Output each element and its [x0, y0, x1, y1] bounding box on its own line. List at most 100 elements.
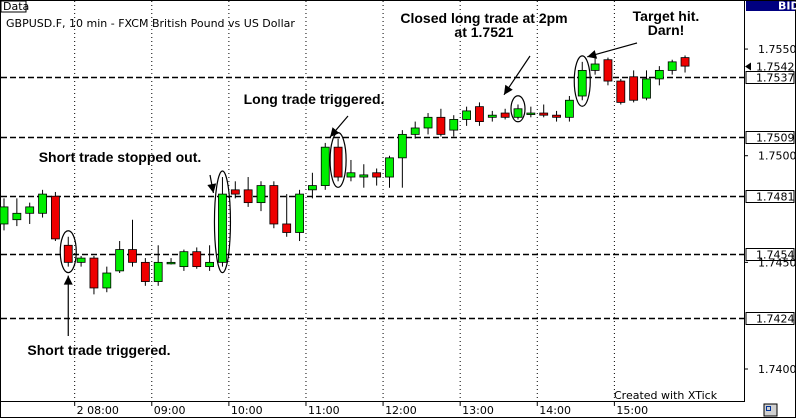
candle [230, 181, 240, 199]
candle-body-down [436, 116, 446, 135]
x-tick-label: 15:00 [616, 404, 648, 417]
candle [500, 108, 510, 120]
chart-title: GBPUSD.F, 10 min - FXCM British Pound vs… [6, 17, 295, 30]
level-label-box [745, 71, 795, 84]
candle [307, 172, 317, 199]
level-label: 1.7509 [756, 132, 795, 145]
candle [680, 55, 690, 73]
candle-body-down [539, 112, 549, 116]
short-trade-stopped-out-arrow-head [207, 183, 217, 193]
candle-body-up [642, 78, 651, 99]
candle [423, 113, 433, 135]
x-tick-label: 13:00 [462, 404, 494, 417]
candle [320, 142, 330, 190]
level-label: 1.7481 [756, 191, 795, 204]
candle [333, 138, 343, 182]
candle [140, 258, 150, 286]
candle [295, 189, 304, 242]
candle-body-up [346, 172, 356, 178]
target-hit-arrow-head [587, 50, 598, 59]
candle [487, 110, 497, 122]
candle-body-up [462, 110, 472, 120]
long-trade-triggered-text: Long trade triggered. [244, 91, 385, 107]
candle [462, 106, 472, 126]
candle-body-up [487, 114, 497, 118]
candle-body-up [38, 193, 47, 214]
candle-body-up [166, 261, 176, 265]
candle-body-up [526, 112, 536, 115]
candle-body-up [102, 272, 112, 289]
candle [166, 258, 176, 265]
candle [89, 255, 99, 295]
annotations: Short trade triggered. Short trade stoppe… [27, 8, 699, 358]
candle-body-up [25, 206, 35, 214]
last-price-label: 1.7542 [756, 61, 795, 74]
candle [192, 247, 202, 269]
long-trade-triggered-arrow-head [330, 127, 340, 137]
short-trade-triggered-text: Short trade triggered. [27, 342, 170, 358]
candle-body-down [333, 146, 343, 178]
x-tick-label: 2 08:00 [77, 404, 119, 417]
candle [243, 177, 253, 207]
candle [552, 110, 561, 122]
short-trade-triggered-ellipse [59, 230, 77, 274]
candle [205, 245, 215, 271]
candle [256, 181, 266, 212]
candle-body-down [128, 249, 137, 263]
candle [642, 70, 651, 101]
candle [218, 177, 227, 267]
data-badge [0, 0, 27, 13]
target-hit-text: Darn! [648, 22, 685, 38]
candle-body-up [385, 157, 394, 178]
candle [128, 219, 137, 267]
plot-frame [0, 0, 745, 402]
candle [25, 202, 35, 224]
candle-body-up [218, 193, 227, 263]
candle-body-up [256, 185, 266, 204]
candle-body-down [140, 261, 150, 282]
candle-body-up [153, 261, 163, 282]
candle-body-up [0, 206, 9, 225]
support-resistance-levels [1, 76, 744, 320]
candle [565, 95, 574, 122]
candle [603, 57, 613, 86]
candle [51, 191, 60, 242]
candle [616, 78, 626, 105]
candle [38, 189, 47, 218]
candle [577, 61, 587, 101]
x-tick-label: 14:00 [539, 404, 571, 417]
candle-body-down [230, 189, 240, 195]
last-price-arrow [745, 62, 751, 71]
candle-body-down [372, 172, 382, 178]
candle [102, 266, 112, 293]
x-tick-label: 10:00 [231, 404, 263, 417]
closed-long-trade-text: at 1.7521 [454, 24, 513, 40]
candle [359, 164, 369, 188]
candle-body-down [243, 189, 253, 204]
candle [282, 194, 292, 237]
candle-body-down [89, 257, 99, 289]
candle-body-up [76, 257, 86, 263]
candle-body-up [410, 127, 420, 135]
bid-badge [746, 1, 795, 11]
candle-body-up [115, 249, 125, 272]
candle-body-down [475, 106, 484, 122]
candle-body-up [565, 99, 574, 118]
candles [0, 55, 690, 295]
candle-body-down [552, 114, 561, 118]
level-label: 1.7454 [756, 249, 795, 262]
candle-body-down [192, 251, 202, 268]
y-tick-label: 1.7400 [758, 363, 796, 376]
candle [0, 198, 9, 231]
candle-body-up [295, 193, 304, 233]
candle [475, 102, 484, 126]
level-label-box [745, 131, 795, 144]
candle-body-up [359, 174, 369, 178]
x-tick-label: 11:00 [308, 404, 340, 417]
candle [76, 255, 86, 267]
candle [513, 104, 523, 120]
candle-body-up [307, 185, 317, 191]
y-tick-label: 1.7450 [758, 256, 796, 269]
candle-body-down [603, 59, 613, 82]
